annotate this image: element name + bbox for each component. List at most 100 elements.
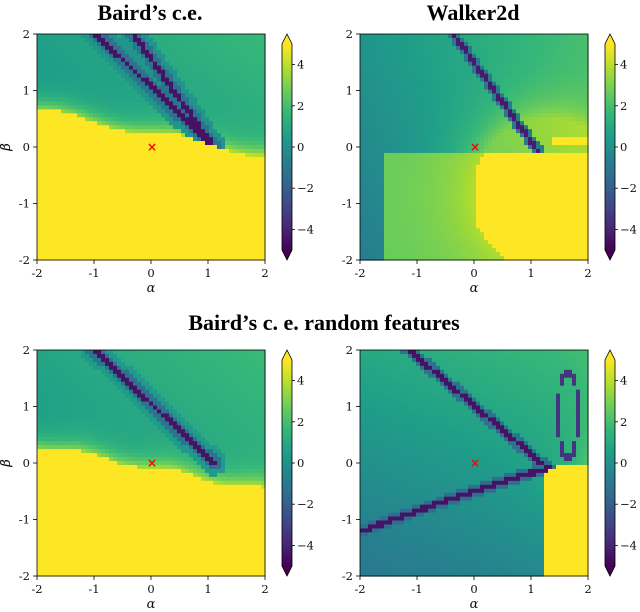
x-tick-label: -2 — [31, 582, 42, 596]
x-tick-label: 0 — [147, 582, 154, 596]
colorbar-outline — [604, 349, 616, 577]
x-tick-label: 2 — [584, 582, 591, 596]
colorbar-tick-label: 4 — [620, 58, 627, 72]
x-axis-label: α — [470, 281, 479, 296]
x-tick-label: 2 — [584, 266, 591, 280]
y-axis-label: β — [0, 459, 14, 468]
colorbar-outline — [281, 33, 293, 261]
heatmap-cells — [360, 34, 589, 261]
y-tick-label: 1 — [23, 84, 30, 98]
colorbar-tick-label: 4 — [297, 374, 304, 388]
colorbar-tick-label: 0 — [620, 140, 627, 154]
x-tick-label: 1 — [204, 266, 211, 280]
colorbar-tick-label: −2 — [620, 497, 637, 511]
heatmap-cells — [360, 350, 589, 577]
y-tick-label: 2 — [346, 27, 353, 41]
colorbar-tick-label: −2 — [620, 181, 637, 195]
y-axis-label: β — [0, 143, 14, 152]
colorbar-tick-label: −2 — [297, 181, 314, 195]
colorbar-extend-min — [605, 566, 615, 576]
x-tick-label: -2 — [31, 266, 42, 280]
colorbar-tick-label: 2 — [297, 99, 304, 113]
colorbar-tick-label: 4 — [620, 374, 627, 388]
y-tick-label: 0 — [23, 140, 30, 154]
colorbar: 4 2 0 −2 −4 — [281, 33, 314, 261]
title-bairds-ce: Baird’s c.e. — [97, 0, 203, 25]
colorbar: 4 2 0 −2 −4 — [281, 349, 314, 577]
colorbar-tick-label: −4 — [297, 222, 314, 236]
origin-marker: × — [147, 140, 157, 154]
x-tick-label: 1 — [204, 582, 211, 596]
y-tick-label: -1 — [342, 197, 353, 211]
colorbar-extend-max — [282, 34, 292, 44]
colorbar-outline — [281, 349, 293, 577]
colorbar-tick-label: 0 — [297, 456, 304, 470]
y-tick-label: 1 — [346, 400, 353, 414]
origin-marker: × — [470, 456, 480, 470]
x-tick-label: 1 — [527, 266, 534, 280]
colorbar-tick-label: 4 — [297, 58, 304, 72]
colorbar: 4 2 0 −2 −4 — [604, 349, 637, 577]
x-tick-label: 1 — [527, 582, 534, 596]
colorbar-tick-label: 2 — [620, 99, 627, 113]
x-tick-label: -1 — [411, 582, 422, 596]
x-axis-label: α — [147, 281, 156, 296]
heatmap-cells — [37, 34, 266, 261]
title-bairds-ce-random-features: Baird’s c. e. random features — [188, 310, 460, 335]
colorbar-extend-max — [282, 350, 292, 360]
heatmap-cells — [37, 350, 266, 577]
x-axis-label: α — [470, 597, 479, 612]
colorbar-tick-label: 0 — [297, 140, 304, 154]
y-tick-label: -1 — [19, 513, 30, 527]
y-tick-label: 1 — [23, 400, 30, 414]
colorbar-extend-max — [605, 350, 615, 360]
y-tick-label: -2 — [342, 253, 353, 267]
colorbar-extend-min — [282, 566, 292, 576]
y-tick-label: 0 — [346, 456, 353, 470]
y-tick-label: 2 — [23, 343, 30, 357]
colorbar-extend-min — [605, 250, 615, 260]
x-tick-label: 2 — [261, 582, 268, 596]
origin-marker: × — [147, 456, 157, 470]
x-tick-label: 2 — [261, 266, 268, 280]
colorbar-tick-label: −2 — [297, 497, 314, 511]
heatmap-panel-bairds_ce: -2 -1 0 1 2 -2 -1 0 1 2 α β × 4 2 0 −2 −4 — [0, 27, 314, 296]
x-tick-label: 0 — [470, 582, 477, 596]
colorbar-tick-label: 2 — [297, 415, 304, 429]
x-axis-label: α — [147, 597, 156, 612]
colorbar-tick-label: −4 — [297, 538, 314, 552]
y-tick-label: -1 — [19, 197, 30, 211]
y-axis-label: β — [0, 143, 14, 152]
heatmap-panel-bairds_ce_random_features_left: -2 -1 0 1 2 -2 -1 0 1 2 α β × 4 2 0 −2 −4 — [0, 343, 314, 612]
x-tick-label: -2 — [354, 582, 365, 596]
colorbar-extend-min — [282, 250, 292, 260]
colorbar-tick-label: −4 — [620, 222, 637, 236]
y-tick-label: -2 — [19, 253, 30, 267]
x-tick-label: -1 — [88, 266, 99, 280]
y-tick-label: -2 — [342, 569, 353, 583]
y-tick-label: 2 — [23, 27, 30, 41]
x-tick-label: -2 — [354, 266, 365, 280]
x-tick-label: 0 — [147, 266, 154, 280]
colorbar-extend-max — [605, 34, 615, 44]
colorbar-tick-label: 2 — [620, 415, 627, 429]
origin-marker: × — [470, 140, 480, 154]
y-tick-label: -2 — [19, 569, 30, 583]
colorbar: 4 2 0 −2 −4 — [604, 33, 637, 261]
y-tick-label: -1 — [342, 513, 353, 527]
heatmap-panel-walker2d: -2 -1 0 1 2 -2 -1 0 1 2 α β × 4 2 0 −2 −4 — [0, 27, 637, 296]
heatmap-panel-bairds_ce_random_features_right: -2 -1 0 1 2 -2 -1 0 1 2 α β × 4 2 0 −2 −4 — [0, 343, 637, 612]
x-tick-label: 0 — [470, 266, 477, 280]
title-walker2d: Walker2d — [426, 0, 520, 25]
colorbar-tick-label: 0 — [620, 456, 627, 470]
colorbar-tick-label: −4 — [620, 538, 637, 552]
y-tick-label: 0 — [346, 140, 353, 154]
y-axis-label: β — [0, 459, 14, 468]
colorbar-outline — [604, 33, 616, 261]
x-tick-label: -1 — [88, 582, 99, 596]
y-tick-label: 2 — [346, 343, 353, 357]
y-tick-label: 0 — [23, 456, 30, 470]
x-tick-label: -1 — [411, 266, 422, 280]
y-tick-label: 1 — [346, 84, 353, 98]
